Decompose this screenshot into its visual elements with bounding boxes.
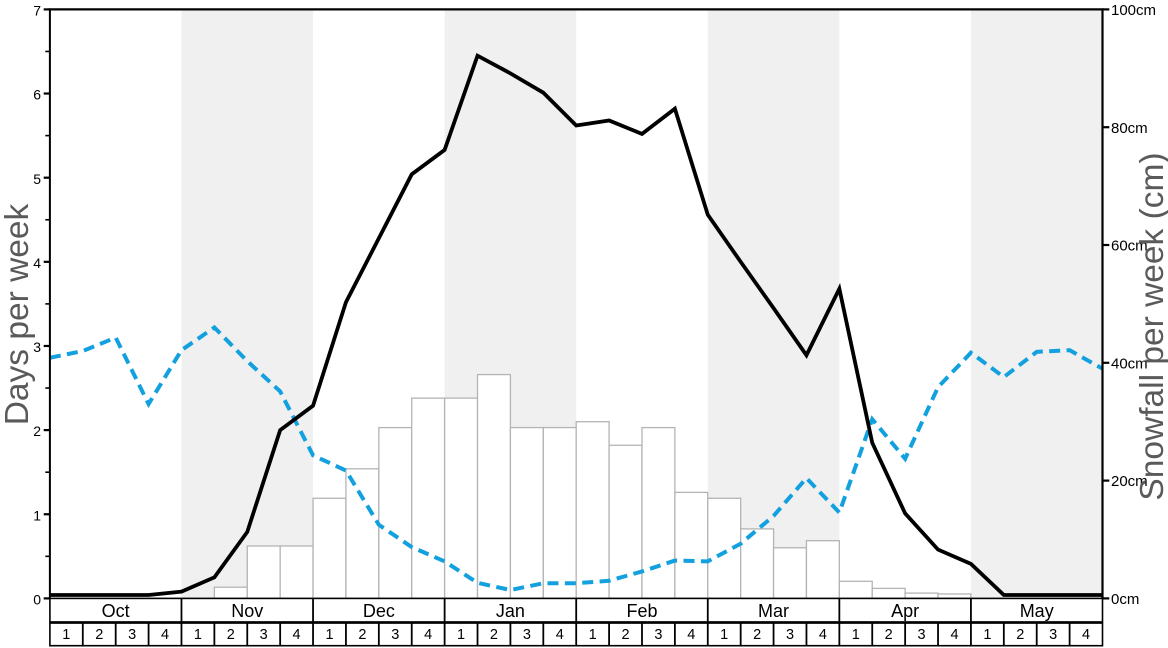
svg-text:3: 3 bbox=[523, 627, 531, 643]
svg-text:5: 5 bbox=[33, 171, 41, 187]
svg-text:Apr: Apr bbox=[891, 601, 919, 621]
svg-text:4: 4 bbox=[819, 627, 827, 643]
svg-text:Oct: Oct bbox=[102, 601, 130, 621]
svg-text:3: 3 bbox=[128, 627, 136, 643]
svg-text:1: 1 bbox=[852, 627, 860, 643]
svg-text:1: 1 bbox=[457, 627, 465, 643]
svg-text:2: 2 bbox=[33, 423, 41, 439]
svg-text:Feb: Feb bbox=[626, 601, 657, 621]
svg-text:Mar: Mar bbox=[758, 601, 789, 621]
svg-text:1: 1 bbox=[589, 627, 597, 643]
svg-text:2: 2 bbox=[622, 627, 630, 643]
svg-text:2: 2 bbox=[753, 627, 761, 643]
svg-text:2: 2 bbox=[227, 627, 235, 643]
svg-text:Nov: Nov bbox=[231, 601, 263, 621]
svg-text:2: 2 bbox=[490, 627, 498, 643]
svg-text:20cm: 20cm bbox=[1111, 473, 1148, 490]
svg-text:6: 6 bbox=[33, 87, 41, 103]
svg-text:60cm: 60cm bbox=[1111, 238, 1148, 255]
svg-text:1: 1 bbox=[62, 627, 70, 643]
svg-text:3: 3 bbox=[260, 627, 268, 643]
svg-text:0cm: 0cm bbox=[1111, 591, 1139, 608]
svg-text:4: 4 bbox=[293, 627, 301, 643]
svg-text:2: 2 bbox=[1016, 627, 1024, 643]
svg-text:1: 1 bbox=[33, 507, 41, 523]
svg-text:1: 1 bbox=[194, 627, 202, 643]
svg-text:100cm: 100cm bbox=[1111, 2, 1156, 19]
svg-text:2: 2 bbox=[95, 627, 103, 643]
svg-text:3: 3 bbox=[786, 627, 794, 643]
svg-text:1: 1 bbox=[720, 627, 728, 643]
svg-text:4: 4 bbox=[33, 255, 41, 271]
svg-text:3: 3 bbox=[918, 627, 926, 643]
svg-text:3: 3 bbox=[1049, 627, 1057, 643]
svg-text:4: 4 bbox=[161, 627, 169, 643]
svg-text:1: 1 bbox=[325, 627, 333, 643]
svg-text:3: 3 bbox=[33, 339, 41, 355]
svg-text:4: 4 bbox=[1082, 627, 1090, 643]
svg-text:4: 4 bbox=[424, 627, 432, 643]
svg-text:2: 2 bbox=[885, 627, 893, 643]
svg-text:Jan: Jan bbox=[496, 601, 525, 621]
svg-text:0: 0 bbox=[33, 592, 41, 608]
svg-text:40cm: 40cm bbox=[1111, 355, 1148, 372]
svg-text:3: 3 bbox=[654, 627, 662, 643]
svg-text:7: 7 bbox=[33, 3, 41, 19]
svg-text:Snowfall per week (cm): Snowfall per week (cm) bbox=[1134, 152, 1168, 500]
svg-text:4: 4 bbox=[687, 627, 695, 643]
svg-text:May: May bbox=[1020, 601, 1054, 621]
svg-text:Days per week: Days per week bbox=[0, 203, 36, 425]
svg-text:1: 1 bbox=[983, 627, 991, 643]
svg-text:2: 2 bbox=[358, 627, 366, 643]
svg-text:4: 4 bbox=[950, 627, 958, 643]
svg-text:80cm: 80cm bbox=[1111, 120, 1148, 137]
svg-text:Dec: Dec bbox=[363, 601, 395, 621]
svg-text:4: 4 bbox=[556, 627, 564, 643]
svg-text:3: 3 bbox=[391, 627, 399, 643]
